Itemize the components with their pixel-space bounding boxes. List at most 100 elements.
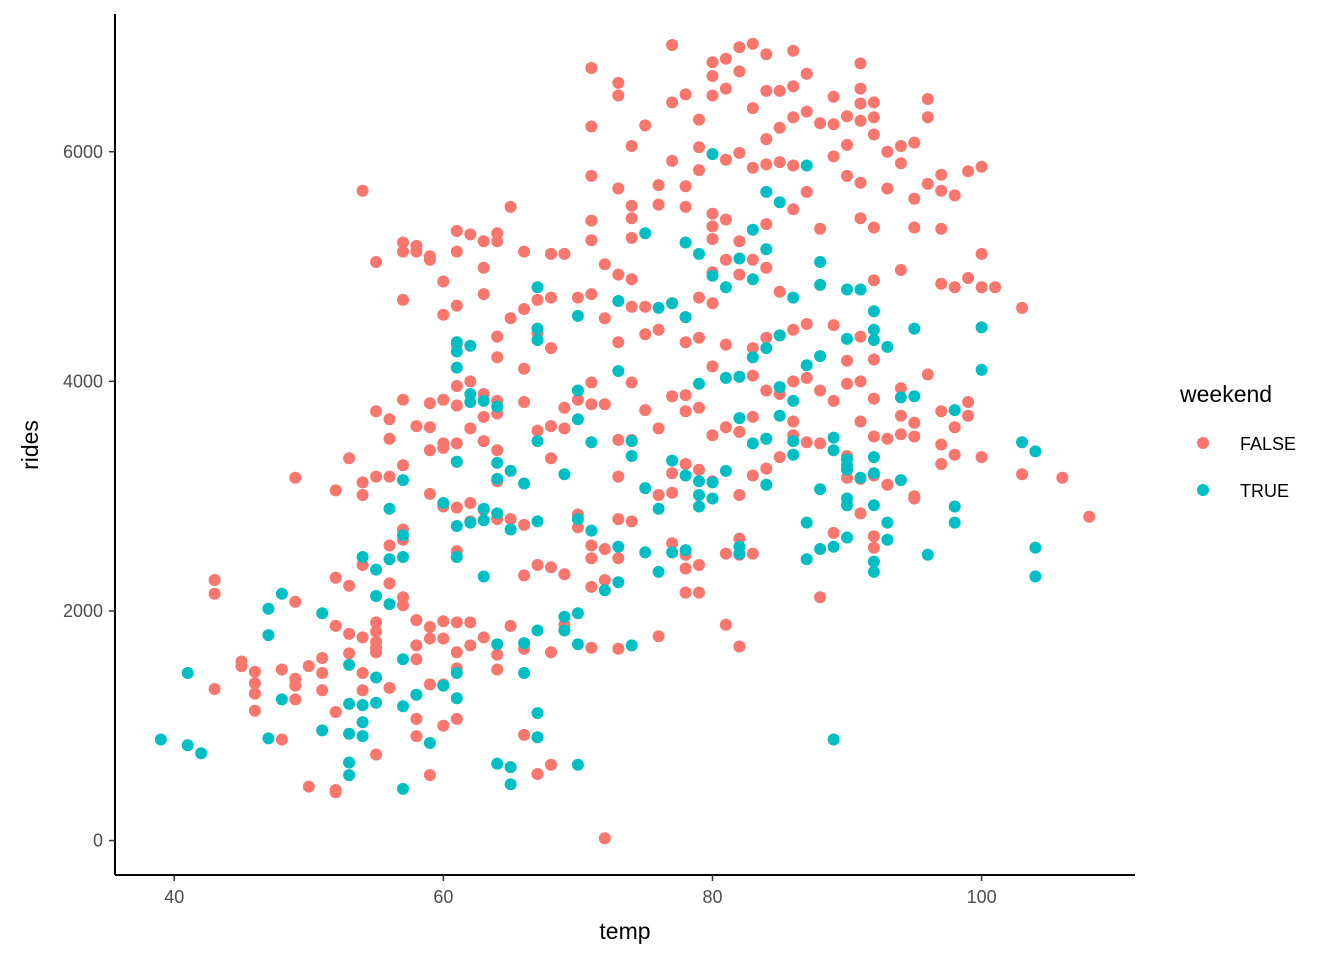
point-false-73 — [423, 397, 436, 410]
point-true-58 — [491, 757, 504, 770]
point-false-204 — [639, 328, 652, 341]
point-false-31 — [343, 579, 356, 592]
point-false-166 — [585, 120, 598, 133]
point-true-168 — [867, 467, 880, 480]
point-false-335 — [854, 212, 867, 225]
point-false-238 — [693, 559, 705, 571]
point-false-68 — [410, 653, 423, 666]
point-false-341 — [867, 96, 880, 109]
point-false-77 — [423, 621, 436, 633]
point-true-28 — [397, 700, 409, 713]
point-false-271 — [746, 37, 759, 50]
point-false-395 — [1056, 471, 1069, 484]
point-true-100 — [666, 297, 679, 310]
point-false-195 — [625, 212, 638, 225]
point-false-227 — [679, 458, 692, 470]
point-false-235 — [693, 331, 705, 344]
point-false-337 — [854, 375, 867, 388]
point-true-10 — [316, 607, 329, 620]
point-true-64 — [518, 637, 531, 650]
point-false-320 — [827, 319, 840, 332]
point-false-65 — [410, 420, 423, 433]
point-false-133 — [504, 513, 517, 526]
point-false-237 — [693, 463, 705, 476]
point-false-12 — [289, 693, 302, 706]
point-true-66 — [531, 281, 544, 294]
point-false-365 — [908, 416, 921, 429]
point-true-8 — [275, 587, 288, 600]
point-true-30 — [397, 782, 409, 795]
point-true-13 — [343, 727, 356, 740]
point-false-205 — [639, 404, 652, 417]
point-false-126 — [491, 444, 504, 457]
point-false-393 — [1016, 301, 1028, 314]
legend-label-true: TRUE — [1240, 481, 1289, 501]
point-true-160 — [841, 499, 853, 512]
point-true-173 — [881, 516, 894, 529]
point-true-181 — [948, 500, 961, 513]
point-true-96 — [639, 546, 652, 559]
point-false-343 — [867, 128, 880, 141]
point-false-147 — [531, 768, 544, 780]
point-true-141 — [800, 159, 813, 172]
point-false-396 — [1083, 510, 1096, 523]
point-false-308 — [800, 185, 813, 198]
point-false-233 — [693, 164, 705, 177]
point-true-73 — [531, 731, 544, 744]
point-false-217 — [666, 467, 679, 480]
point-true-144 — [800, 553, 813, 566]
point-false-302 — [787, 323, 800, 336]
point-false-297 — [787, 44, 800, 57]
point-false-1 — [208, 587, 221, 600]
x-tick-label-100: 100 — [967, 887, 997, 907]
point-false-137 — [518, 362, 531, 375]
point-true-29 — [397, 551, 409, 563]
point-false-258 — [719, 547, 732, 560]
point-false-213 — [666, 96, 679, 109]
point-true-183 — [975, 321, 988, 334]
point-false-283 — [760, 158, 773, 171]
point-true-158 — [841, 463, 853, 476]
point-false-210 — [652, 489, 665, 501]
point-false-105 — [464, 228, 477, 241]
point-true-69 — [531, 435, 544, 448]
points-layer — [154, 37, 1096, 845]
point-false-146 — [531, 559, 544, 571]
point-false-260 — [733, 41, 746, 54]
point-false-182 — [598, 832, 611, 845]
point-true-130 — [760, 342, 773, 355]
point-false-153 — [545, 561, 557, 574]
point-false-25 — [329, 571, 342, 584]
point-false-359 — [894, 382, 907, 395]
point-false-369 — [921, 93, 934, 105]
point-true-106 — [679, 544, 692, 557]
point-false-161 — [571, 291, 584, 304]
point-true-151 — [827, 444, 840, 457]
point-false-201 — [625, 515, 638, 528]
point-false-296 — [773, 451, 786, 464]
point-false-171 — [585, 376, 598, 389]
point-true-34 — [423, 737, 436, 749]
point-true-107 — [693, 247, 705, 260]
point-true-85 — [585, 436, 598, 449]
point-true-103 — [679, 311, 692, 324]
point-false-91 — [450, 225, 463, 237]
point-false-389 — [975, 247, 988, 260]
point-false-222 — [679, 200, 692, 213]
point-false-43 — [370, 646, 383, 659]
y-axis-title: rides — [17, 420, 43, 470]
point-true-39 — [450, 336, 463, 349]
point-true-80 — [571, 513, 584, 526]
legend-label-false: FALSE — [1240, 434, 1296, 454]
point-true-188 — [1029, 570, 1042, 583]
point-false-253 — [719, 153, 732, 166]
point-false-336 — [854, 330, 867, 343]
point-false-114 — [477, 288, 490, 301]
point-false-394 — [1016, 468, 1028, 481]
point-true-17 — [356, 699, 369, 712]
point-true-132 — [760, 478, 773, 491]
point-true-95 — [639, 482, 652, 495]
x-tick-label-80: 80 — [702, 887, 722, 907]
point-false-44 — [370, 748, 383, 761]
point-false-108 — [464, 497, 477, 509]
